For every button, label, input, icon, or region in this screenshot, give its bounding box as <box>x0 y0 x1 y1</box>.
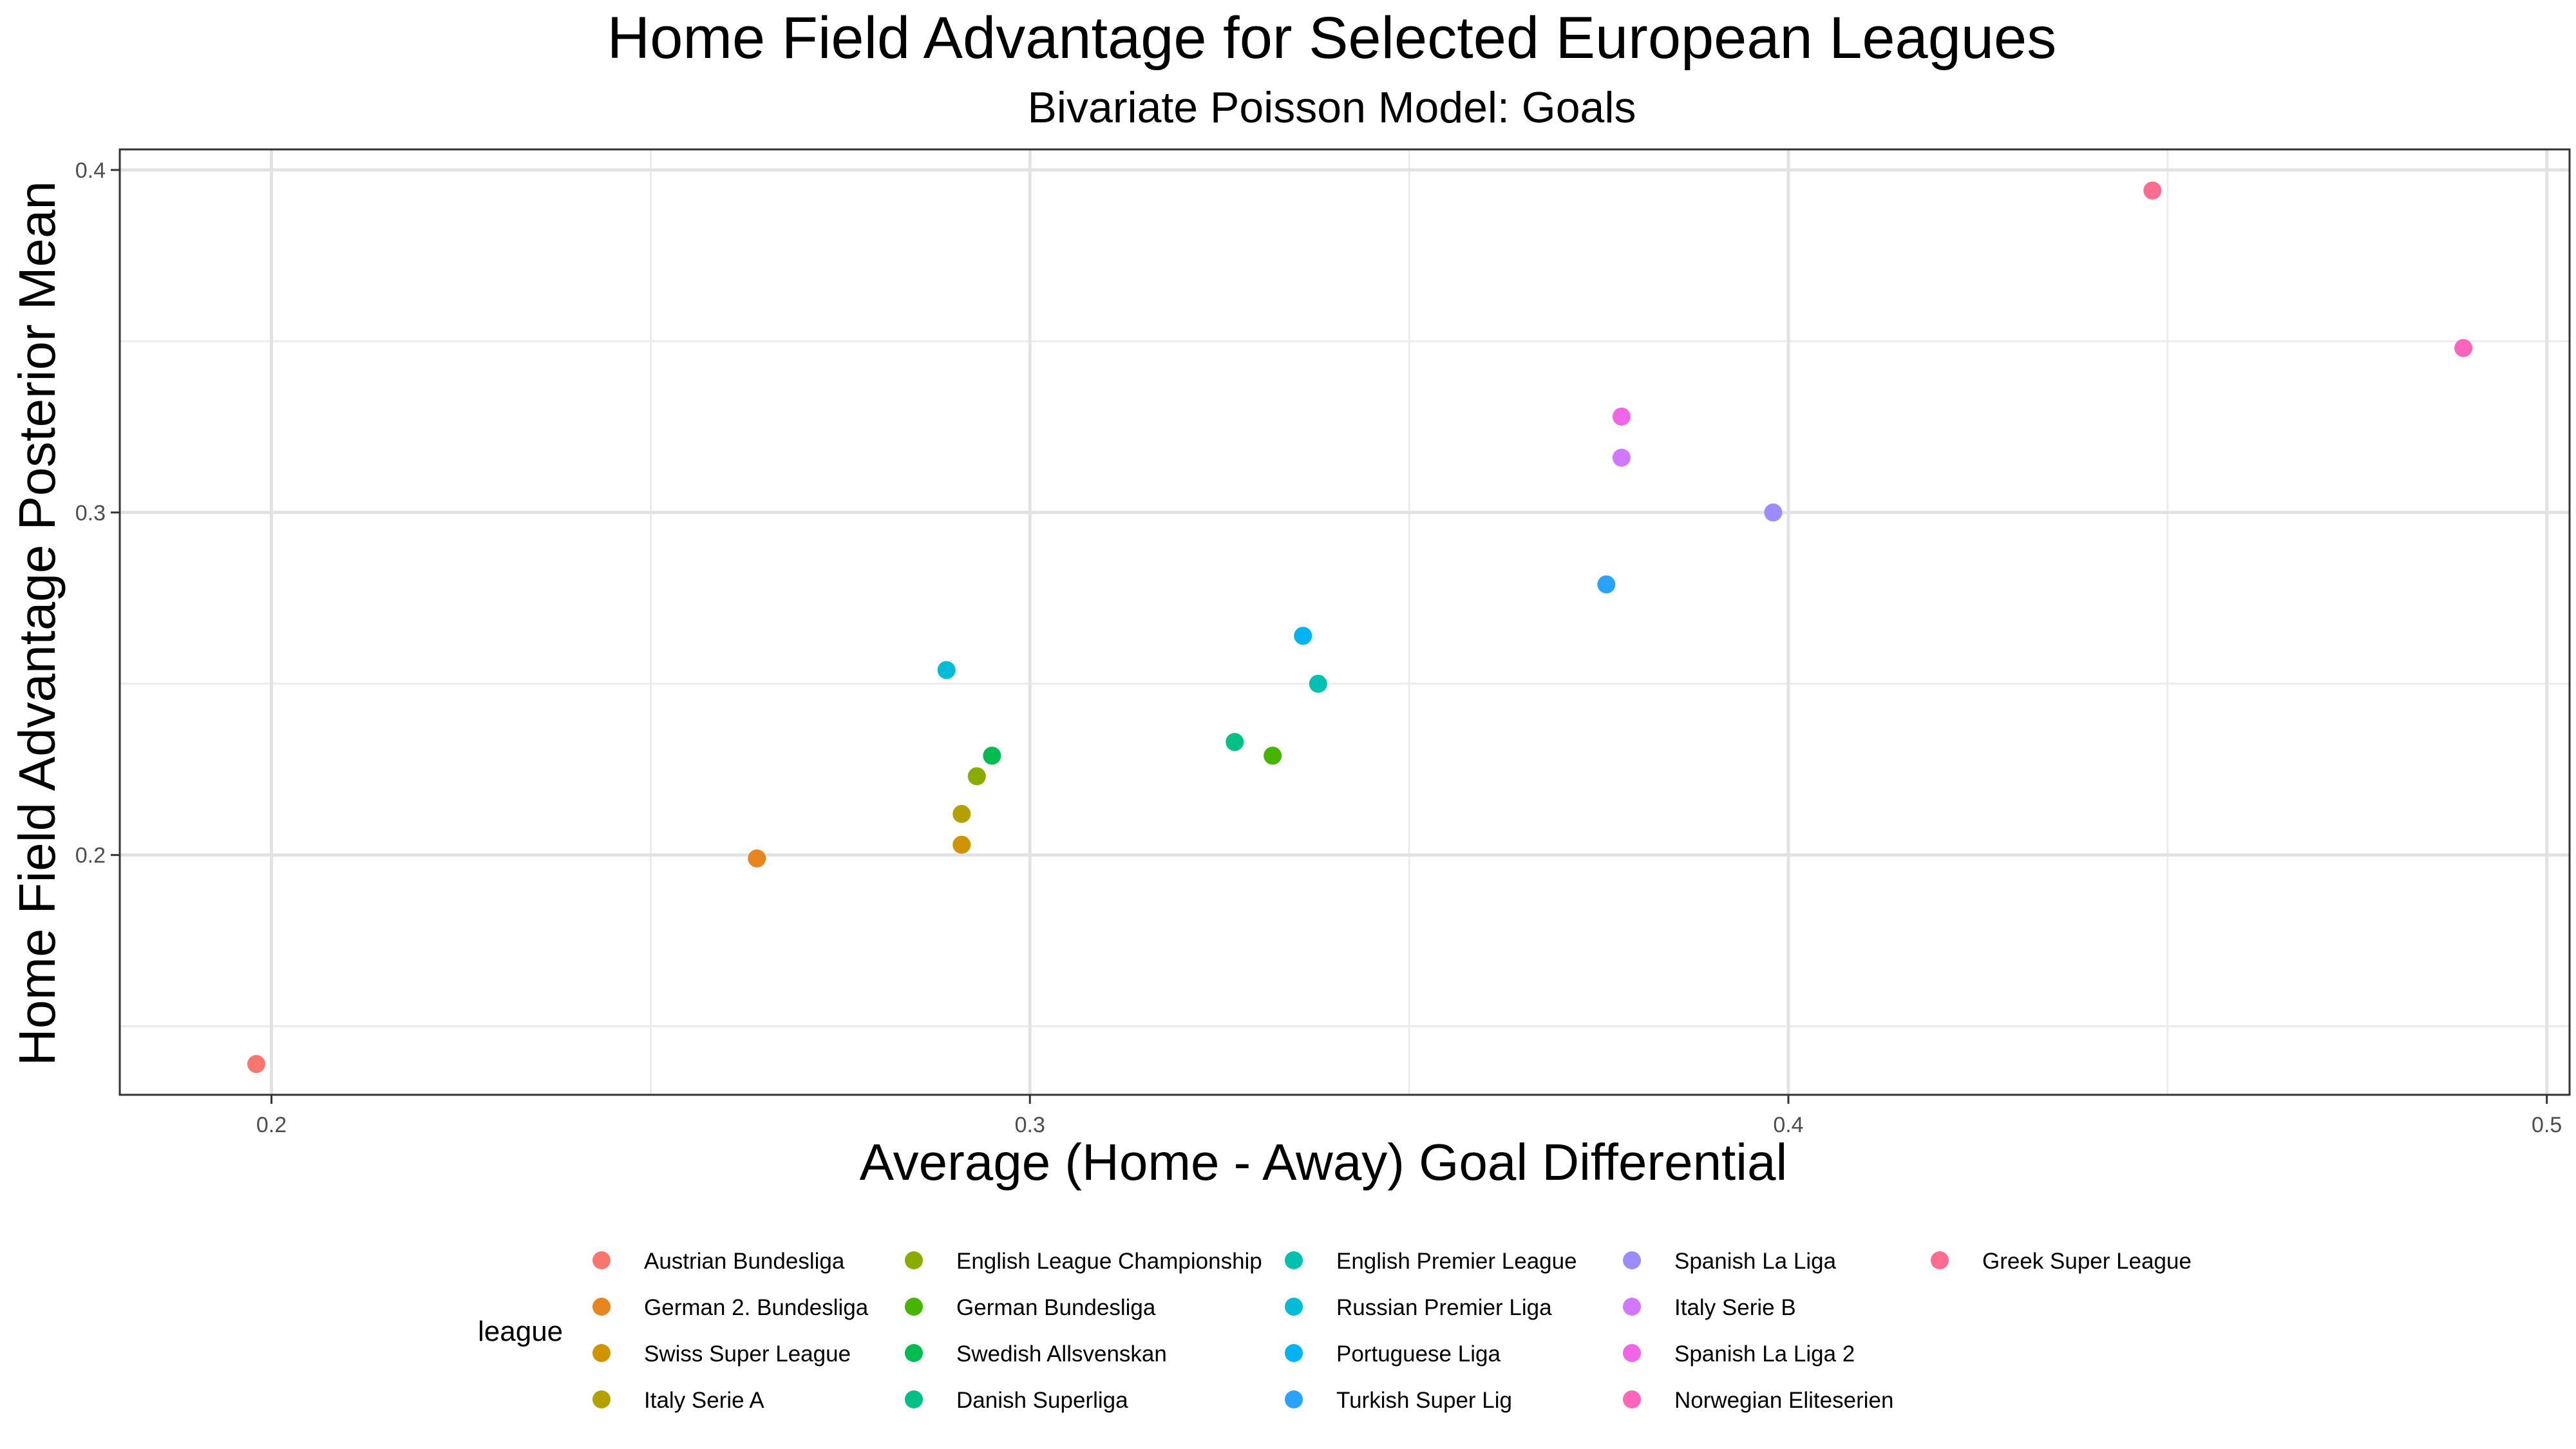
data-point <box>952 835 971 854</box>
y-tick-label: 0.4 <box>75 158 106 183</box>
legend-label: Portuguese Liga <box>1336 1341 1501 1367</box>
data-point <box>1264 746 1282 765</box>
data-point <box>1309 674 1327 693</box>
data-point <box>967 767 986 786</box>
legend-label: Spanish La Liga <box>1674 1249 1837 1274</box>
data-point <box>937 661 956 679</box>
legend-key <box>1285 1344 1303 1362</box>
legend-label: Italy Serie A <box>644 1388 764 1413</box>
y-tick-label: 0.2 <box>75 844 106 868</box>
legend-key <box>905 1344 923 1362</box>
legend-key <box>1285 1298 1303 1316</box>
data-point <box>1294 627 1312 645</box>
x-tick-label: 0.2 <box>256 1113 287 1137</box>
data-point <box>2454 339 2473 357</box>
legend-label: Austrian Bundesliga <box>644 1249 845 1274</box>
legend-key <box>592 1298 611 1316</box>
legend-key <box>905 1298 923 1316</box>
axis-layer: 0.2 0.3 0.4 0.5 0.2 0.3 0.4 <box>75 158 2562 1137</box>
data-point <box>1764 503 1783 522</box>
chart-title: Home Field Advantage for Selected Europe… <box>607 5 2056 71</box>
data-point <box>1226 733 1244 752</box>
data-point <box>748 849 766 867</box>
legend-label: Russian Premier Liga <box>1336 1295 1552 1320</box>
legend: league Austrian Bundesliga German 2. Bund… <box>478 1249 2192 1413</box>
data-point <box>2143 181 2162 200</box>
legend-key <box>1623 1344 1641 1362</box>
legend-key <box>1931 1251 1949 1269</box>
x-tick-label: 0.5 <box>2532 1113 2562 1137</box>
data-point <box>1597 575 1616 594</box>
legend-key <box>592 1390 611 1408</box>
legend-key <box>905 1390 923 1408</box>
legend-key <box>1623 1298 1641 1316</box>
legend-items: Austrian Bundesliga German 2. Bundesliga S… <box>592 1249 2192 1413</box>
legend-label: Norwegian Eliteserien <box>1674 1388 1893 1413</box>
legend-title: league <box>478 1316 563 1347</box>
legend-key <box>1623 1251 1641 1269</box>
data-point <box>983 746 1001 765</box>
y-axis-title: Home Field Advantage Posterior Mean <box>8 181 66 1066</box>
chart-subtitle: Bivariate Poisson Model: Goals <box>1028 83 1636 132</box>
legend-label: Turkish Super Lig <box>1336 1388 1512 1413</box>
x-axis-title: Average (Home - Away) Goal Differential <box>860 1133 1788 1191</box>
grid-layer <box>120 149 2570 1095</box>
legend-label: Danish Superliga <box>956 1388 1128 1413</box>
data-point <box>247 1055 265 1074</box>
legend-key <box>592 1251 611 1269</box>
legend-label: German 2. Bundesliga <box>644 1295 869 1320</box>
x-tick-label: 0.4 <box>1773 1113 1803 1137</box>
data-point <box>952 804 971 823</box>
legend-key <box>905 1251 923 1269</box>
legend-label: Swedish Allsvenskan <box>956 1341 1167 1367</box>
y-tick-label: 0.3 <box>75 501 106 526</box>
legend-label: Italy Serie B <box>1674 1295 1796 1320</box>
data-point <box>1612 448 1631 467</box>
legend-label: English Premier League <box>1336 1249 1577 1274</box>
x-tick-label: 0.3 <box>1015 1113 1045 1137</box>
legend-key <box>1285 1251 1303 1269</box>
legend-label: English League Championship <box>956 1249 1262 1274</box>
legend-label: Swiss Super League <box>644 1341 851 1367</box>
legend-label: Greek Super League <box>1982 1249 2192 1274</box>
legend-label: German Bundesliga <box>956 1295 1156 1320</box>
legend-label: Spanish La Liga 2 <box>1674 1341 1855 1367</box>
points-layer <box>247 181 2473 1074</box>
legend-key <box>1623 1390 1641 1408</box>
data-point <box>1612 407 1631 426</box>
plot-panel-border <box>118 148 2571 1096</box>
legend-key <box>1285 1390 1303 1408</box>
legend-key <box>592 1344 611 1362</box>
